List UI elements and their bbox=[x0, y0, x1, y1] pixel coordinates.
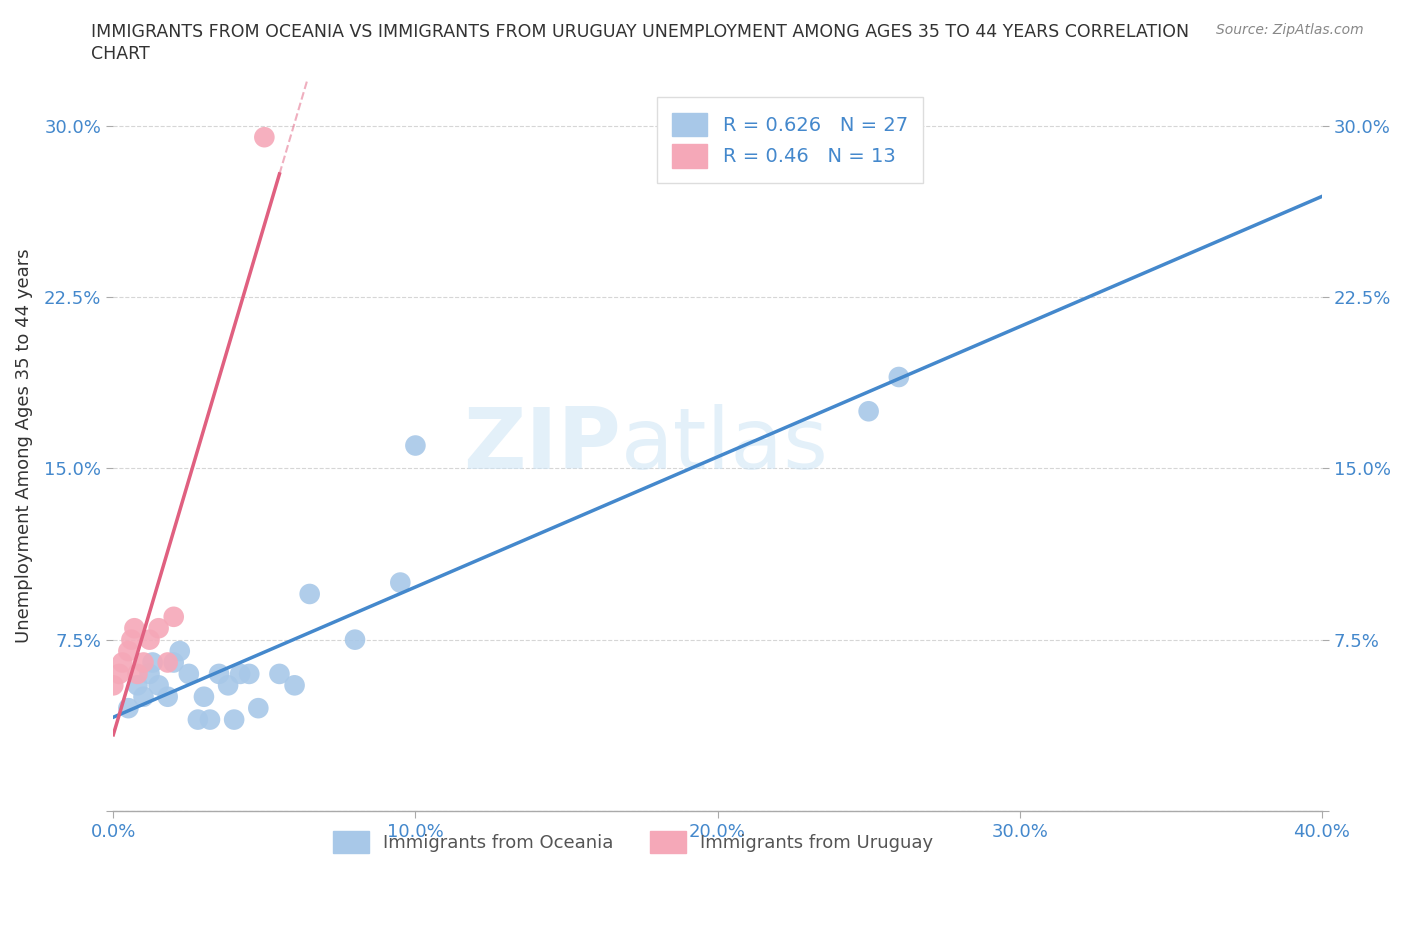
Text: CHART: CHART bbox=[91, 45, 150, 62]
Point bbox=[858, 404, 880, 418]
Point bbox=[253, 130, 276, 145]
Point bbox=[156, 655, 179, 670]
Point bbox=[148, 621, 170, 636]
Text: atlas: atlas bbox=[621, 404, 830, 487]
Point bbox=[177, 667, 200, 682]
Point bbox=[117, 644, 139, 658]
Point bbox=[187, 712, 209, 727]
Point bbox=[111, 655, 134, 670]
Point bbox=[217, 678, 239, 693]
Point bbox=[163, 609, 186, 624]
Text: Source: ZipAtlas.com: Source: ZipAtlas.com bbox=[1216, 23, 1364, 37]
Point bbox=[132, 689, 155, 704]
Point bbox=[163, 655, 186, 670]
Point bbox=[887, 369, 910, 384]
Point bbox=[238, 667, 260, 682]
Point bbox=[343, 632, 366, 647]
Y-axis label: Unemployment Among Ages 35 to 44 years: Unemployment Among Ages 35 to 44 years bbox=[15, 248, 32, 643]
Point bbox=[108, 667, 131, 682]
Point bbox=[389, 575, 412, 590]
Legend: Immigrants from Oceania, Immigrants from Uruguay: Immigrants from Oceania, Immigrants from… bbox=[325, 824, 941, 860]
Point bbox=[120, 632, 142, 647]
Point bbox=[247, 700, 270, 715]
Point bbox=[284, 678, 307, 693]
Point bbox=[138, 667, 160, 682]
Point bbox=[198, 712, 221, 727]
Point bbox=[124, 621, 146, 636]
Point bbox=[117, 700, 139, 715]
Point bbox=[208, 667, 231, 682]
Point bbox=[298, 587, 321, 602]
Point bbox=[169, 644, 191, 658]
Point bbox=[127, 667, 149, 682]
Point bbox=[193, 689, 215, 704]
Point bbox=[138, 632, 160, 647]
Point bbox=[127, 678, 149, 693]
Text: ZIP: ZIP bbox=[463, 404, 621, 487]
Point bbox=[229, 667, 252, 682]
Point bbox=[269, 667, 291, 682]
Text: IMMIGRANTS FROM OCEANIA VS IMMIGRANTS FROM URUGUAY UNEMPLOYMENT AMONG AGES 35 TO: IMMIGRANTS FROM OCEANIA VS IMMIGRANTS FR… bbox=[91, 23, 1189, 41]
Point bbox=[148, 678, 170, 693]
Point bbox=[404, 438, 426, 453]
Point bbox=[103, 678, 125, 693]
Point bbox=[132, 655, 155, 670]
Point bbox=[142, 655, 165, 670]
Point bbox=[156, 689, 179, 704]
Point bbox=[224, 712, 246, 727]
